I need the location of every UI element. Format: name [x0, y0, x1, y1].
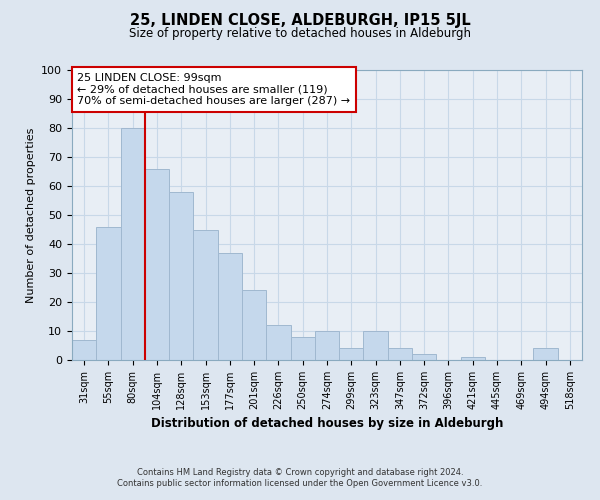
Bar	[461, 357, 485, 360]
Bar	[169, 192, 193, 360]
Bar	[412, 354, 436, 360]
Bar	[364, 331, 388, 360]
Text: 25 LINDEN CLOSE: 99sqm
← 29% of detached houses are smaller (119)
70% of semi-de: 25 LINDEN CLOSE: 99sqm ← 29% of detached…	[77, 73, 350, 106]
Bar	[290, 337, 315, 360]
Y-axis label: Number of detached properties: Number of detached properties	[26, 128, 36, 302]
Text: Size of property relative to detached houses in Aldeburgh: Size of property relative to detached ho…	[129, 28, 471, 40]
Bar	[339, 348, 364, 360]
Text: Contains HM Land Registry data © Crown copyright and database right 2024.
Contai: Contains HM Land Registry data © Crown c…	[118, 468, 482, 487]
Bar	[218, 252, 242, 360]
Bar	[121, 128, 145, 360]
Bar	[96, 226, 121, 360]
Bar	[388, 348, 412, 360]
Text: 25, LINDEN CLOSE, ALDEBURGH, IP15 5JL: 25, LINDEN CLOSE, ALDEBURGH, IP15 5JL	[130, 12, 470, 28]
Bar	[533, 348, 558, 360]
Bar	[242, 290, 266, 360]
Bar	[193, 230, 218, 360]
Bar	[145, 168, 169, 360]
X-axis label: Distribution of detached houses by size in Aldeburgh: Distribution of detached houses by size …	[151, 418, 503, 430]
Bar	[315, 331, 339, 360]
Bar	[72, 340, 96, 360]
Bar	[266, 325, 290, 360]
